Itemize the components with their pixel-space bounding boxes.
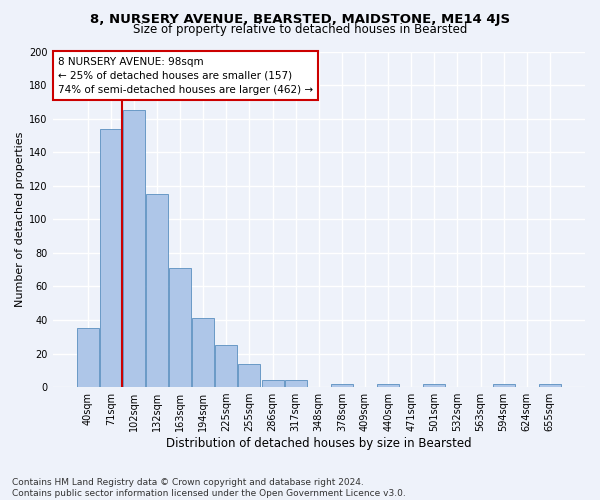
Text: Contains HM Land Registry data © Crown copyright and database right 2024.
Contai: Contains HM Land Registry data © Crown c… [12,478,406,498]
Text: Size of property relative to detached houses in Bearsted: Size of property relative to detached ho… [133,22,467,36]
Bar [77,328,98,387]
Bar [100,128,122,387]
Bar [539,384,561,387]
X-axis label: Distribution of detached houses by size in Bearsted: Distribution of detached houses by size … [166,437,472,450]
Y-axis label: Number of detached properties: Number of detached properties [15,132,25,307]
Bar [331,384,353,387]
Bar [238,364,260,387]
Bar [215,345,238,387]
Text: 8, NURSERY AVENUE, BEARSTED, MAIDSTONE, ME14 4JS: 8, NURSERY AVENUE, BEARSTED, MAIDSTONE, … [90,12,510,26]
Bar [262,380,284,387]
Bar [493,384,515,387]
Bar [284,380,307,387]
Bar [192,318,214,387]
Bar [123,110,145,387]
Text: 8 NURSERY AVENUE: 98sqm
← 25% of detached houses are smaller (157)
74% of semi-d: 8 NURSERY AVENUE: 98sqm ← 25% of detache… [58,56,313,94]
Bar [169,268,191,387]
Bar [424,384,445,387]
Bar [146,194,168,387]
Bar [377,384,399,387]
